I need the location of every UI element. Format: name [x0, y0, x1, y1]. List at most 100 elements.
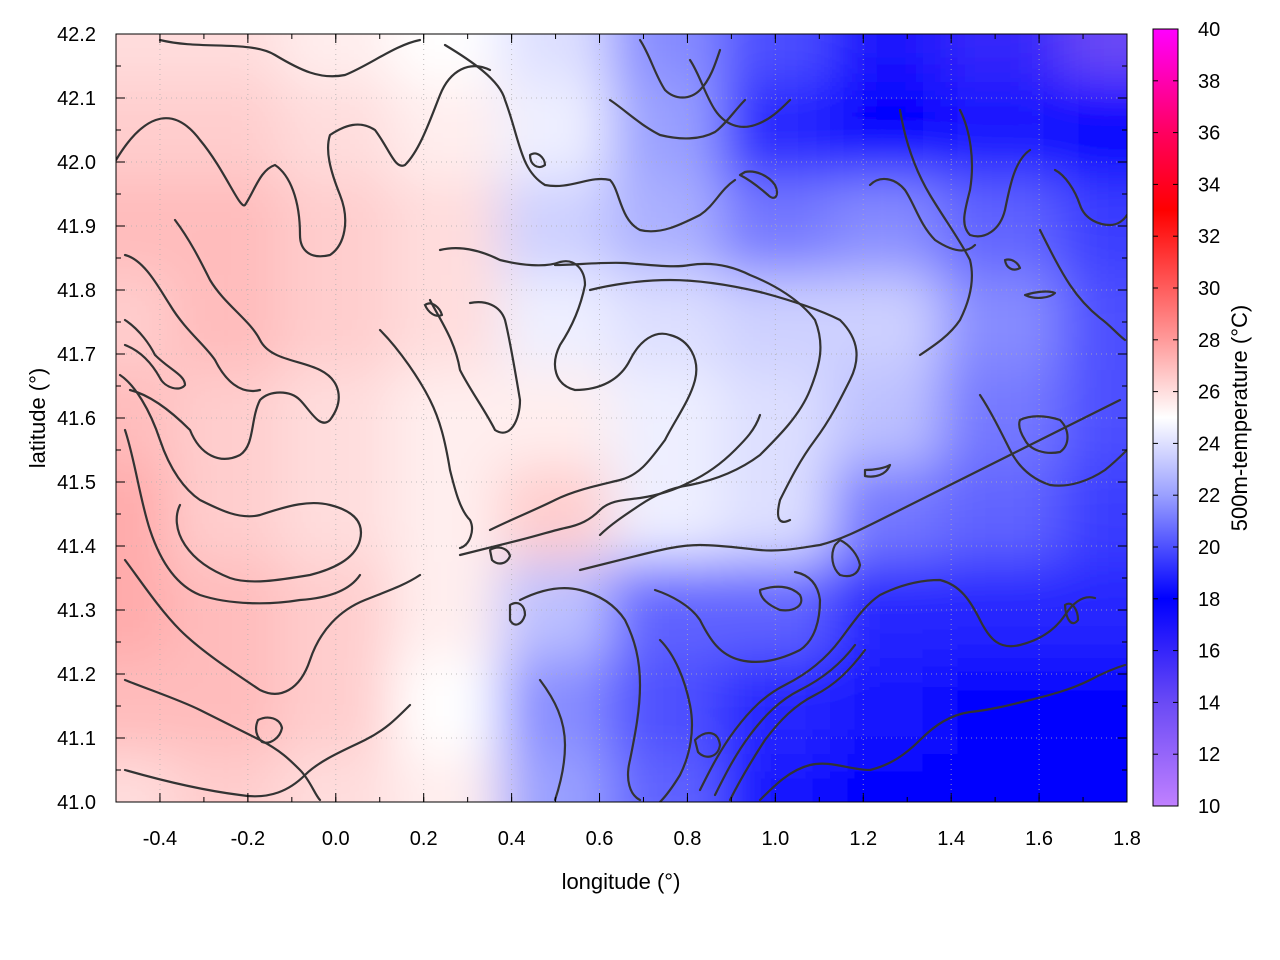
- x-tick-label: 0.6: [586, 828, 614, 850]
- x-tick-label: 0.0: [322, 828, 350, 850]
- contour-line: [518, 586, 642, 802]
- colorbar: 10 12 14 16 18 20 22 24 26 28 30 32 34 36 38 40: [1152, 19, 1220, 818]
- contour-line: [758, 663, 1127, 802]
- heatmap-cell: [940, 370, 1062, 466]
- heatmap-cell: [610, 562, 721, 658]
- contour-line: [1003, 258, 1022, 271]
- contour-line: [118, 373, 363, 583]
- contour-line: [831, 538, 862, 578]
- heatmap-cell: [170, 562, 281, 658]
- contour-line: [698, 578, 1097, 792]
- contour-line: [713, 643, 857, 797]
- contour-line: [588, 278, 858, 523]
- heatmap-cell: [940, 562, 1062, 658]
- heatmap-cell: [610, 82, 721, 178]
- heatmap-cell: [610, 34, 721, 82]
- heatmap-cell: [500, 562, 611, 658]
- heatmap-cell: [170, 178, 281, 274]
- contour-line: [1053, 168, 1127, 227]
- contour-line: [638, 38, 722, 99]
- heatmap-cell: [500, 466, 611, 562]
- contour-line: [443, 43, 737, 233]
- contour-line: [958, 108, 1032, 238]
- heatmap-cell: [610, 370, 721, 466]
- contour-line: [508, 601, 527, 626]
- contour-line: [128, 218, 340, 460]
- heatmap-cell: [940, 754, 1062, 802]
- x-tick-label: 1.6: [1025, 828, 1053, 850]
- contour-line: [123, 428, 362, 605]
- contour-line: [123, 703, 412, 798]
- heatmap-cell: [116, 754, 171, 802]
- colorbar-tick-label: 18: [1198, 589, 1220, 611]
- y-tick-label: 42.1: [57, 88, 96, 110]
- heatmap-cell: [390, 34, 501, 82]
- x-tick-label: -0.2: [231, 828, 265, 850]
- heatmap-cell: [940, 82, 1062, 178]
- x-tick-label: -0.4: [143, 828, 177, 850]
- heatmap-cell: [170, 82, 281, 178]
- heatmap-cell: [390, 562, 501, 658]
- heatmap-cell: [170, 274, 281, 370]
- colorbar-tick-label: 22: [1198, 485, 1220, 507]
- contour-line: [608, 98, 747, 140]
- contour-line: [158, 38, 422, 78]
- contour-line: [123, 318, 187, 390]
- contour-line: [653, 570, 822, 664]
- x-tick-label: 0.2: [410, 828, 438, 850]
- heatmap-cell: [940, 34, 1062, 82]
- contour-line: [658, 638, 694, 802]
- heatmap-cell: [1061, 754, 1127, 802]
- y-tick-label: 41.2: [57, 664, 96, 686]
- contour-line: [578, 398, 1122, 572]
- colorbar-tick-label: 40: [1198, 19, 1220, 41]
- heatmap-cell: [170, 370, 281, 466]
- colorbar-tick-label: 12: [1198, 744, 1220, 766]
- contour-line: [728, 648, 867, 802]
- contour-line: [528, 152, 547, 169]
- contour-line: [538, 678, 567, 802]
- y-tick-label: 41.4: [57, 536, 96, 558]
- colorbar-tick-label: 28: [1198, 330, 1220, 352]
- x-tick-label: 1.8: [1113, 828, 1141, 850]
- heatmap-cell: [610, 178, 721, 274]
- contour-line: [978, 393, 1127, 487]
- y-tick-label: 41.8: [57, 280, 96, 302]
- colorbar-tick-label: 24: [1198, 433, 1220, 455]
- heatmap-cell: [830, 754, 941, 802]
- contour-line: [458, 413, 762, 557]
- heatmap-cell: [280, 274, 391, 370]
- x-axis-title: longitude (°): [562, 869, 681, 894]
- heatmap-cell: [170, 34, 281, 82]
- heatmap-cell: [390, 466, 501, 562]
- x-tick-label: 0.4: [498, 828, 526, 850]
- heatmap-cell: [1061, 34, 1127, 82]
- y-tick-label: 41.9: [57, 216, 96, 238]
- colorbar-tick-label: 38: [1198, 71, 1220, 93]
- contour-line: [898, 108, 974, 357]
- contour-line: [423, 302, 444, 317]
- contour-line: [438, 246, 698, 532]
- y-tick-label: 42.2: [57, 24, 96, 46]
- heatmap-cell: [830, 34, 941, 82]
- heatmap-cell: [940, 178, 1062, 274]
- heatmap-cell: [390, 658, 501, 754]
- y-tick-label: 42.0: [57, 152, 96, 174]
- contour-line: [116, 65, 492, 258]
- heatmap-cell: [720, 274, 831, 370]
- contour-line: [693, 732, 722, 758]
- colorbar-tick-label: 16: [1198, 641, 1220, 663]
- x-tick-label: 1.0: [761, 828, 789, 850]
- heatmap-cell: [500, 34, 611, 82]
- y-tick-label: 41.1: [57, 728, 96, 750]
- colorbar-gradient: [1152, 28, 1179, 807]
- contour-line: [488, 546, 512, 565]
- colorbar-title: 500m-temperature (°C): [1227, 305, 1252, 531]
- contour-line: [1023, 290, 1057, 299]
- heatmap-cell: [170, 658, 281, 754]
- contour-line: [1038, 228, 1127, 342]
- y-axis-title: latitude (°): [25, 368, 50, 469]
- heatmap-cell: [500, 82, 611, 178]
- heatmap-cell: [610, 658, 721, 754]
